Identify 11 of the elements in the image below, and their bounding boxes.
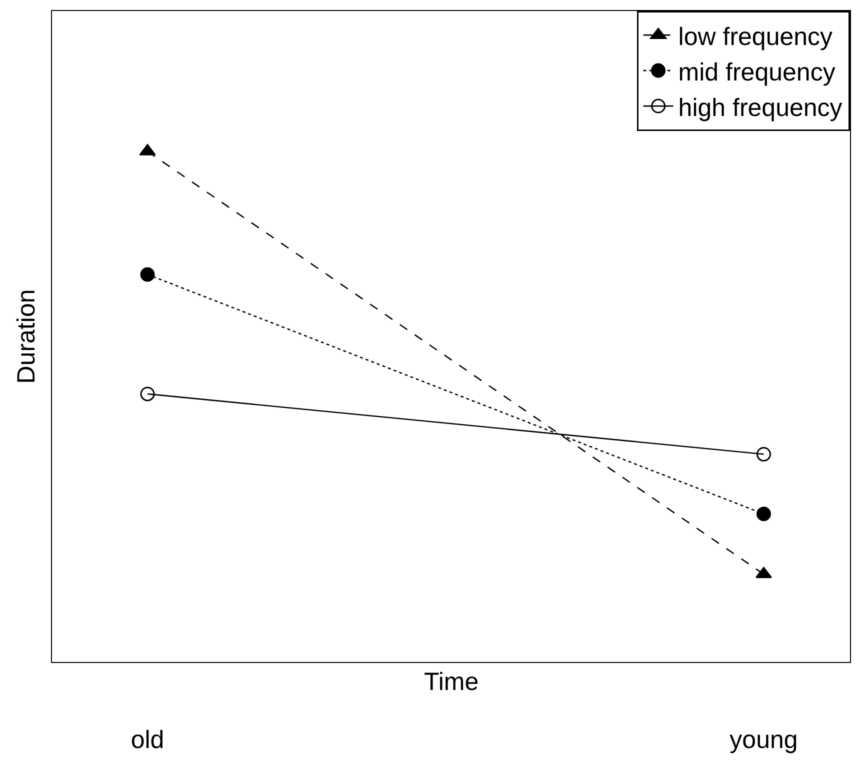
x-axis-title: Time: [424, 668, 479, 696]
point: [140, 386, 155, 402]
point: [140, 267, 155, 282]
x-tick-label: old: [130, 726, 164, 754]
y-axis-title: Duration: [12, 289, 41, 384]
point: [756, 446, 771, 462]
legend-label: high frequency: [678, 94, 843, 122]
legend-label: low frequency: [678, 22, 834, 51]
x-tick-label: young: [730, 726, 798, 754]
legend-label: mid frequency: [678, 58, 836, 86]
point: [756, 506, 771, 522]
